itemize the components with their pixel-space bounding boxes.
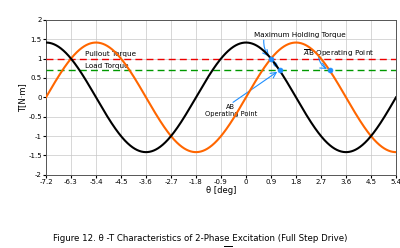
Text: Load Torque: Load Torque	[85, 63, 128, 69]
Y-axis label: T[N·m]: T[N·m]	[18, 83, 27, 112]
X-axis label: θ [deg]: θ [deg]	[206, 186, 236, 195]
Legend: AB, $\overline{A}$B: AB, $\overline{A}$B	[144, 240, 242, 248]
Text: Maximum Holding Torque: Maximum Holding Torque	[254, 31, 346, 37]
Text: $\overline{A}$B Operating Point: $\overline{A}$B Operating Point	[303, 47, 374, 59]
Text: Figure 12. θ -T Characteristics of 2-Phase Excitation (Full Step Drive): Figure 12. θ -T Characteristics of 2-Pha…	[53, 234, 347, 243]
Text: AB
Operating Point: AB Operating Point	[204, 104, 257, 117]
Text: Pullout Torque: Pullout Torque	[85, 51, 136, 57]
